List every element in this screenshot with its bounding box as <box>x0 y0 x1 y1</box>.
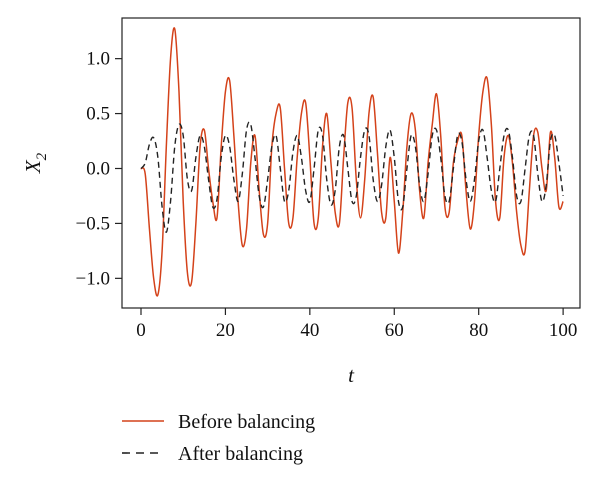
legend: Before balancing After balancing <box>122 411 315 465</box>
svg-text:X2: X2 <box>21 152 50 174</box>
plot-frame <box>121 17 581 309</box>
y-tick-label: −1.0 <box>76 268 110 289</box>
x-tick-label: 40 <box>300 320 319 341</box>
x-tick-label: 80 <box>469 320 488 341</box>
x-tick-label: 60 <box>385 320 404 341</box>
series-line-after-balancing <box>140 121 564 233</box>
legend-label-before: Before balancing <box>178 411 315 433</box>
y-axis: −1.0 −0.5 0.0 0.5 1.0 <box>76 49 122 289</box>
y-axis-label-subscript: 2 <box>34 152 50 160</box>
x-tick-label: 100 <box>549 320 578 341</box>
x-axis: 0 20 40 60 80 100 <box>136 308 577 341</box>
x-tick-label: 0 <box>136 320 146 341</box>
x-tick-label: 20 <box>216 320 235 341</box>
y-tick-label: −0.5 <box>76 213 110 234</box>
y-tick-label: 0.0 <box>86 158 110 179</box>
legend-label-after: After balancing <box>178 443 303 465</box>
series-layer <box>140 27 564 297</box>
y-tick-label: 0.5 <box>86 104 110 125</box>
y-axis-label-main: X <box>21 159 45 174</box>
x-axis-label: t <box>348 363 355 387</box>
y-tick-label: 1.0 <box>86 49 110 70</box>
y-axis-label: X2 <box>21 152 50 174</box>
series-line-before-balancing <box>140 27 564 297</box>
